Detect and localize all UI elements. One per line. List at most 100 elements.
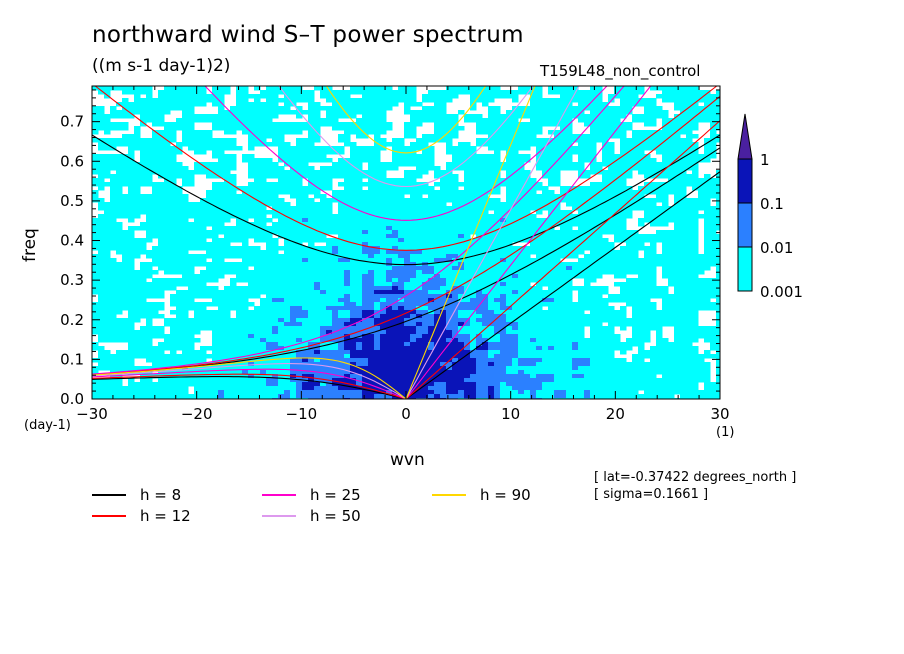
power-cell <box>560 142 567 147</box>
power-cell <box>302 214 309 219</box>
power-cell <box>578 290 585 295</box>
power-cell <box>290 274 297 279</box>
power-cell <box>452 134 459 139</box>
power-cell <box>668 86 675 91</box>
power-cell <box>176 222 183 227</box>
power-cell <box>464 182 471 187</box>
power-cell <box>350 186 357 191</box>
power-cell <box>602 186 609 191</box>
power-cell <box>542 106 549 111</box>
power-cell <box>212 202 219 207</box>
power-cell <box>164 218 171 223</box>
power-cell <box>128 102 135 107</box>
power-cell <box>452 174 459 179</box>
power-cell <box>488 186 495 191</box>
power-cell <box>116 110 123 115</box>
power-cell <box>176 174 183 179</box>
power-cell <box>104 238 111 243</box>
power-cell <box>656 86 663 91</box>
power-cell <box>476 270 483 275</box>
power-cell <box>716 122 720 127</box>
power-cell <box>626 266 633 271</box>
power-cell <box>260 142 267 147</box>
power-cell <box>344 182 351 187</box>
power-cell <box>212 162 219 167</box>
power-cell <box>122 274 129 279</box>
power-cell <box>536 158 543 163</box>
power-cell <box>650 170 657 175</box>
power-cell <box>422 118 429 123</box>
power-cell <box>596 214 603 219</box>
power-cell <box>284 230 291 235</box>
power-cell <box>308 234 315 239</box>
power-cell <box>350 294 357 299</box>
power-cell <box>410 186 417 191</box>
power-cell <box>566 246 573 251</box>
power-cell <box>170 194 177 199</box>
power-cell <box>464 198 471 203</box>
power-cell <box>446 254 453 259</box>
power-cell <box>590 242 597 247</box>
power-cell <box>716 138 720 143</box>
power-cell <box>494 290 501 295</box>
power-cell <box>368 98 375 103</box>
power-cell <box>602 246 609 251</box>
power-cell <box>122 134 129 139</box>
power-cell <box>308 174 315 179</box>
power-cell <box>536 98 543 103</box>
power-cell <box>104 266 111 271</box>
power-cell <box>452 86 459 91</box>
power-cell <box>92 282 99 287</box>
power-cell <box>686 174 693 179</box>
power-cell <box>692 106 699 111</box>
power-cell <box>296 222 303 227</box>
power-cell <box>668 306 675 311</box>
power-cell <box>314 206 321 211</box>
power-cell <box>446 250 453 255</box>
power-cell <box>242 290 249 295</box>
power-cell <box>296 94 303 99</box>
power-cell <box>506 186 513 191</box>
power-cell <box>224 254 231 259</box>
power-cell <box>524 234 531 239</box>
power-cell <box>104 234 111 239</box>
power-cell <box>158 238 165 243</box>
power-cell <box>200 246 207 251</box>
power-cell <box>146 238 153 243</box>
power-cell <box>554 174 561 179</box>
power-cell <box>644 234 651 239</box>
power-cell <box>278 178 285 183</box>
power-cell <box>278 218 285 223</box>
power-cell <box>692 282 699 287</box>
power-cell <box>140 210 147 215</box>
power-cell <box>644 106 651 111</box>
power-cell <box>446 270 453 275</box>
power-cell <box>104 126 111 131</box>
power-cell <box>578 150 585 155</box>
power-cell <box>314 254 321 259</box>
power-cell <box>446 142 453 147</box>
power-cell <box>578 162 585 167</box>
power-cell <box>320 258 327 263</box>
power-cell <box>680 174 687 179</box>
power-cell <box>266 102 273 107</box>
power-cell <box>260 90 267 95</box>
power-cell <box>260 182 267 187</box>
power-cell <box>218 302 225 307</box>
power-cell <box>524 206 531 211</box>
power-cell <box>140 98 147 103</box>
power-cell <box>674 134 681 139</box>
power-cell <box>170 294 177 299</box>
power-cell <box>470 278 477 283</box>
power-cell <box>458 154 465 159</box>
power-cell <box>674 282 681 287</box>
power-cell <box>308 214 315 219</box>
power-cell <box>284 186 291 191</box>
power-cell <box>242 106 249 111</box>
power-cell <box>290 206 297 211</box>
power-cell <box>482 246 489 251</box>
power-cell <box>170 278 177 283</box>
power-cell <box>428 302 435 307</box>
power-cell <box>236 222 243 227</box>
power-cell <box>482 186 489 191</box>
